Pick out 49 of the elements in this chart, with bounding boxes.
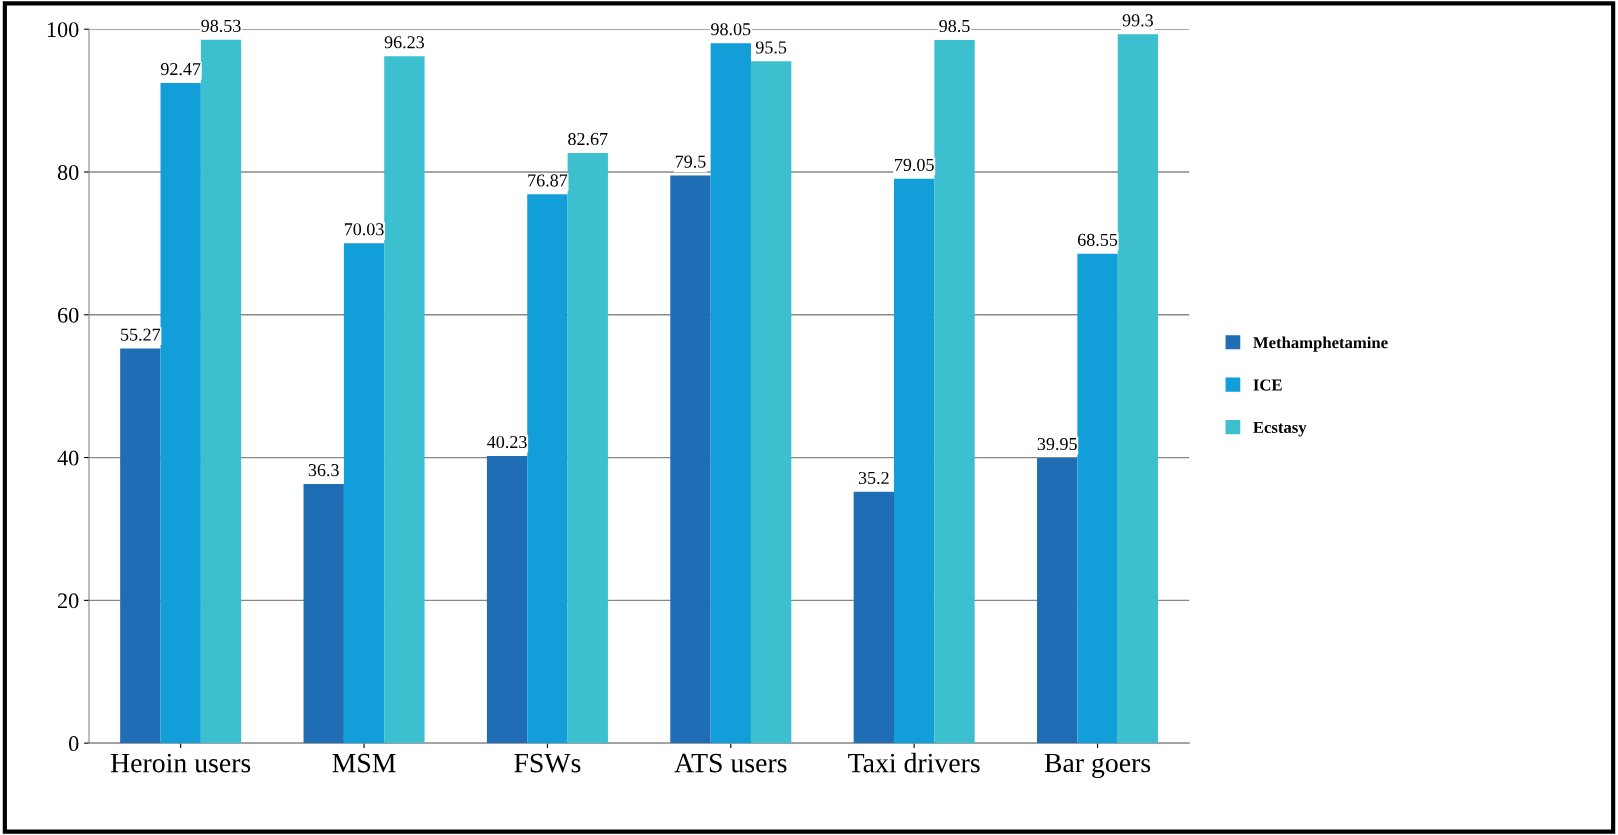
- bar: [1077, 253, 1118, 744]
- x-tick-label: ATS users: [674, 753, 787, 773]
- bar: [384, 56, 425, 744]
- data-label: 98.05: [711, 23, 751, 36]
- bar: [343, 243, 385, 744]
- bar: [710, 43, 751, 744]
- data-label: 39.95: [1037, 437, 1077, 451]
- data-label: 96.23: [384, 36, 424, 49]
- bar: [1117, 34, 1159, 744]
- y-tick-label: 40: [57, 450, 79, 466]
- data-label: 79.05: [895, 158, 934, 172]
- bar: [1037, 457, 1078, 744]
- y-tick-label: 80: [57, 164, 79, 180]
- data-label: 98.5: [939, 19, 970, 33]
- data-label: 40.23: [487, 435, 527, 449]
- bar: [200, 39, 242, 744]
- x-tick-label: Taxi drivers: [848, 752, 980, 773]
- y-tick-label: 0: [69, 736, 79, 752]
- data-label: 82.67: [568, 132, 608, 146]
- x-tick-label: FSWs: [514, 753, 581, 773]
- bar: [303, 484, 344, 744]
- y-tick-label: 100: [47, 22, 79, 38]
- data-label: 99.3: [1122, 14, 1153, 27]
- legend-label: Methamphetamine: [1253, 336, 1388, 352]
- y-tick-label: 60: [58, 307, 79, 323]
- data-label: 79.5: [675, 155, 706, 168]
- bar: [527, 194, 568, 744]
- data-label: 68.55: [1078, 233, 1118, 246]
- bar: [160, 82, 201, 744]
- bar: [750, 61, 792, 744]
- data-label: 76.87: [528, 174, 568, 187]
- legend-label: ICE: [1253, 379, 1282, 391]
- bar: [120, 348, 161, 744]
- x-tick-label: Heroin users: [110, 753, 251, 773]
- bar: [934, 39, 975, 744]
- data-label: 55.27: [121, 328, 161, 341]
- legend-label: Ecstasy: [1253, 421, 1307, 437]
- bar: [853, 491, 894, 744]
- data-label: 95.5: [755, 41, 787, 54]
- data-label: 98.53: [201, 19, 241, 32]
- x-tick-label: Bar goers: [1044, 753, 1151, 779]
- data-label: 70.03: [344, 223, 384, 236]
- data-label: 36.3: [308, 464, 339, 477]
- x-tick-label: MSM: [332, 753, 396, 773]
- data-label: 92.47: [160, 63, 201, 76]
- bar: [486, 455, 528, 744]
- y-tick-label: 20: [58, 593, 79, 609]
- bar: [567, 152, 608, 744]
- data-label: 35.2: [858, 471, 889, 485]
